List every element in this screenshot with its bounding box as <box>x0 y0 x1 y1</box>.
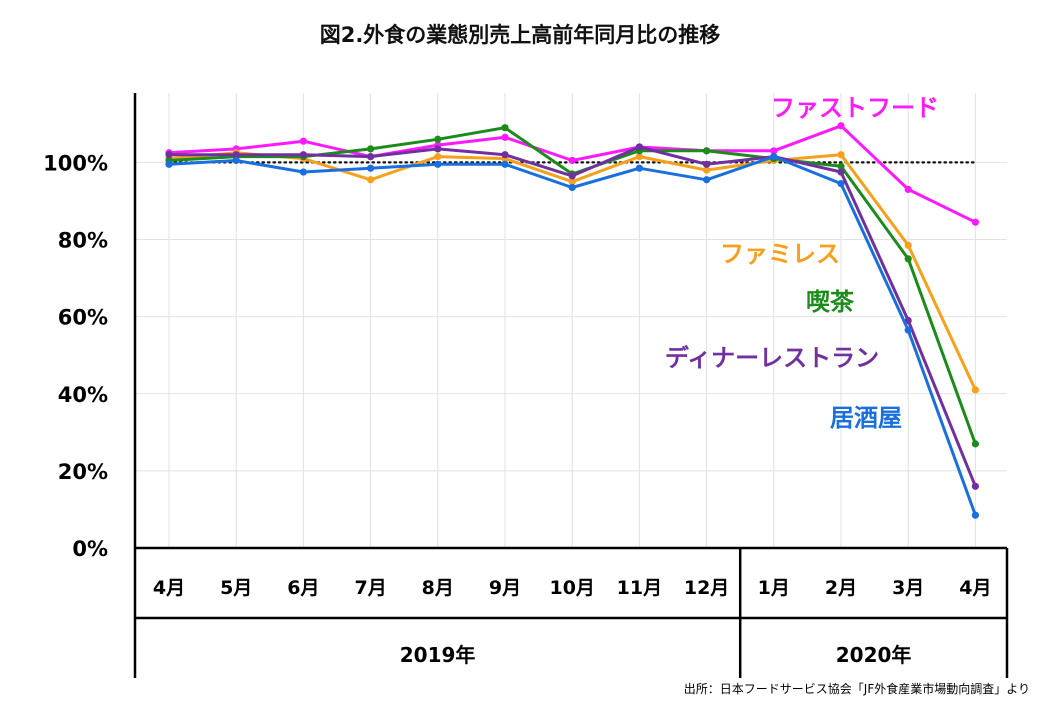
axes <box>133 93 1009 678</box>
data-point <box>434 145 442 153</box>
data-point <box>703 147 711 155</box>
data-point <box>165 151 173 159</box>
x-tick-label: 10月 <box>549 577 594 599</box>
data-point <box>770 153 778 161</box>
data-point <box>568 172 576 180</box>
data-point <box>434 153 442 161</box>
y-axis-ticks: 0% 20% 40% 60% 80% 100% <box>43 151 108 561</box>
x-tick-label: 7月 <box>354 577 386 599</box>
data-point <box>971 511 980 519</box>
data-point <box>367 153 375 161</box>
data-point <box>635 153 644 161</box>
data-point <box>501 160 509 168</box>
data-point <box>367 164 375 172</box>
series-label: ディナーレストラン <box>665 344 879 372</box>
data-point <box>635 143 644 151</box>
data-point <box>232 156 240 165</box>
y-tick-label: 100% <box>43 151 108 175</box>
data-point <box>501 133 509 141</box>
data-point <box>904 241 912 249</box>
x-tick-label: 3月 <box>892 577 924 599</box>
x-tick-label: 11月 <box>617 577 662 599</box>
data-point <box>971 218 980 226</box>
data-point <box>165 160 173 168</box>
data-point <box>837 162 845 170</box>
data-point <box>568 183 576 192</box>
x-tick-label: 8月 <box>422 577 454 599</box>
data-point <box>703 166 711 174</box>
series-group <box>165 153 980 519</box>
data-point <box>501 124 509 132</box>
data-point <box>299 137 307 145</box>
data-point <box>703 160 711 168</box>
series-label: ファミレス <box>720 240 840 268</box>
data-point <box>904 255 912 263</box>
series-lines <box>165 122 980 519</box>
x-tick-label: 1月 <box>758 577 790 599</box>
y-tick-label: 0% <box>72 537 108 561</box>
data-point <box>971 440 980 448</box>
data-point <box>971 482 980 490</box>
data-point <box>837 151 845 159</box>
data-point <box>367 176 375 184</box>
data-point <box>904 326 912 334</box>
data-point <box>299 168 307 176</box>
x-tick-label: 2月 <box>825 577 857 599</box>
data-point <box>367 145 375 153</box>
data-point <box>635 164 644 172</box>
data-point <box>501 151 509 159</box>
x-axis-ticks: 4月 5月 6月 7月 8月 9月 10月 11月 12月 1月 2月 3月 4月 <box>153 577 992 599</box>
data-point <box>971 386 980 394</box>
data-point <box>568 178 576 186</box>
x-tick-label: 4月 <box>153 577 185 599</box>
y-tick-label: 20% <box>58 460 108 484</box>
data-point <box>837 180 845 188</box>
x-tick-label: 5月 <box>220 577 252 599</box>
chart-title: 図2.外食の業態別売上高前年同月比の推移 <box>320 23 721 47</box>
year-label: 2019年 <box>400 643 476 667</box>
data-point <box>837 122 845 130</box>
year-label: 2020年 <box>836 643 912 667</box>
series-label: 居酒屋 <box>830 404 902 432</box>
data-point <box>770 147 778 155</box>
data-point <box>299 151 307 159</box>
data-point <box>434 160 442 168</box>
data-point <box>568 156 576 165</box>
y-tick-label: 80% <box>58 229 108 253</box>
x-tick-label: 4月 <box>959 577 991 599</box>
data-point <box>837 168 845 176</box>
y-tick-label: 40% <box>58 383 108 407</box>
data-point <box>904 316 912 325</box>
data-point <box>232 151 240 159</box>
year-labels: 2019年 2020年 <box>400 643 912 667</box>
x-tick-label: 12月 <box>684 577 729 599</box>
y-tick-label: 60% <box>58 306 108 330</box>
data-point <box>703 176 711 184</box>
series-label: 喫茶 <box>806 288 855 316</box>
x-tick-label: 9月 <box>489 577 521 599</box>
data-point <box>434 135 442 143</box>
source-note: 出所：日本フードサービス協会「JF外食産業市場動向調査」より <box>684 681 1030 696</box>
series-label: ファストフード <box>771 94 939 122</box>
x-tick-label: 6月 <box>287 577 319 599</box>
data-point <box>904 185 912 193</box>
